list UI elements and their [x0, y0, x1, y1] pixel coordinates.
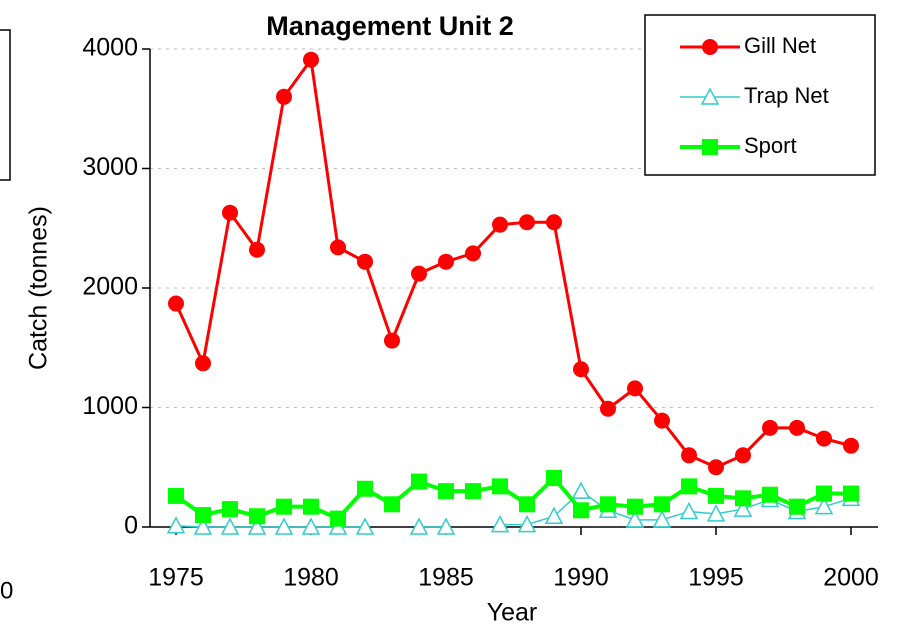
- point: [654, 496, 670, 513]
- point: [276, 88, 292, 105]
- legend-label: Gill Net: [744, 33, 816, 58]
- point: [355, 517, 375, 535]
- point: [409, 517, 429, 535]
- point: [706, 504, 726, 522]
- point: [276, 498, 292, 515]
- point: [517, 515, 537, 533]
- point: [330, 510, 346, 527]
- x-tick-label: 2000: [823, 564, 879, 592]
- point: [652, 510, 672, 528]
- point: [195, 507, 211, 524]
- point: [436, 517, 456, 535]
- y-axis-label: Catch (tonnes): [25, 206, 53, 370]
- point: [762, 486, 778, 503]
- point: [357, 480, 373, 497]
- point: [166, 516, 186, 534]
- point: [303, 51, 319, 68]
- point: [411, 265, 427, 282]
- point: [465, 483, 481, 500]
- point: [573, 502, 589, 519]
- point: [411, 473, 427, 490]
- x-tick-label: 1980: [283, 564, 339, 592]
- point: [733, 499, 753, 517]
- y-tick-label: 3000: [82, 153, 138, 181]
- point: [384, 332, 400, 349]
- point: [193, 517, 213, 535]
- point: [627, 498, 643, 515]
- point: [222, 204, 238, 221]
- x-tick-label: 1985: [418, 564, 474, 592]
- point: [303, 498, 319, 515]
- point: [544, 506, 564, 524]
- point: [546, 214, 562, 231]
- point: [247, 517, 267, 535]
- point: [702, 139, 718, 155]
- y-tick-label: 2000: [82, 273, 138, 301]
- point: [274, 517, 294, 535]
- point: [301, 517, 321, 535]
- point: [735, 490, 751, 507]
- point: [679, 501, 699, 520]
- point: [357, 253, 373, 270]
- point: [222, 501, 238, 518]
- x-axis-label: Year: [487, 599, 538, 627]
- point: [519, 214, 535, 231]
- x-tick-label: 1990: [553, 564, 609, 592]
- point: [492, 216, 508, 233]
- point: [573, 361, 589, 378]
- point: [330, 239, 346, 256]
- point: [708, 487, 724, 504]
- y-tick-label: 1000: [82, 392, 138, 420]
- point: [681, 478, 697, 495]
- point: [814, 497, 834, 515]
- point: [700, 87, 720, 105]
- fragment-label: 0: [0, 577, 13, 604]
- y-tick-label: 0: [124, 512, 138, 540]
- y-tick-label: 4000: [82, 34, 138, 62]
- point: [220, 517, 240, 535]
- point: [600, 400, 616, 417]
- point: [816, 430, 832, 447]
- point: [384, 496, 400, 513]
- point: [571, 481, 591, 499]
- point: [168, 295, 184, 312]
- point: [465, 245, 481, 262]
- point: [249, 241, 265, 258]
- point: [546, 470, 562, 487]
- point: [600, 496, 616, 513]
- point: [735, 447, 751, 464]
- point: [789, 498, 805, 515]
- point: [816, 485, 832, 502]
- x-tick-label: 1995: [688, 564, 744, 592]
- point: [708, 459, 724, 476]
- point: [438, 253, 454, 270]
- point: [168, 487, 184, 504]
- point: [843, 485, 859, 502]
- point: [249, 508, 265, 525]
- point: [762, 419, 778, 436]
- legend-label: Trap Net: [744, 83, 829, 108]
- point: [843, 437, 859, 454]
- point: [681, 447, 697, 464]
- point: [654, 412, 670, 429]
- legend-label: Sport: [744, 133, 797, 158]
- chart-title: Management Unit 2: [266, 11, 514, 41]
- fragment-box: [0, 29, 11, 181]
- point: [490, 515, 510, 533]
- point: [492, 478, 508, 495]
- point: [438, 483, 454, 500]
- point: [195, 355, 211, 372]
- x-tick-label: 1975: [148, 564, 204, 592]
- point: [789, 419, 805, 436]
- point: [702, 39, 718, 55]
- point: [627, 380, 643, 397]
- point: [625, 510, 645, 528]
- point: [519, 496, 535, 513]
